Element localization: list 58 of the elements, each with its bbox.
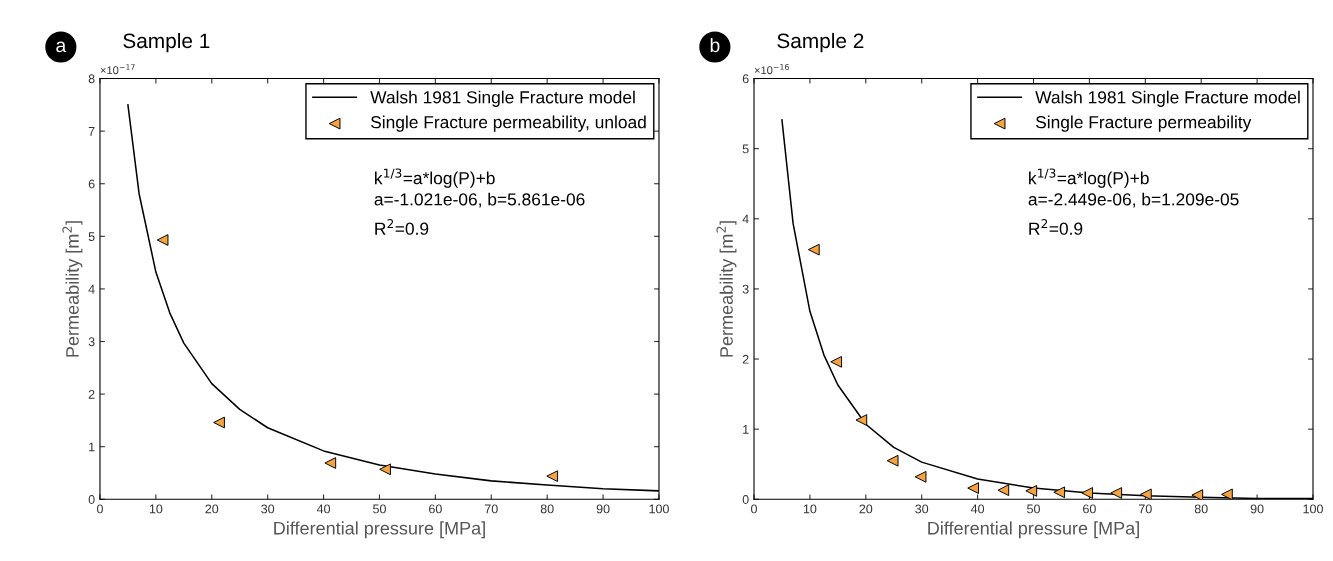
- text: b: [710, 37, 720, 53]
- x-tick-label: 30: [261, 504, 275, 514]
- y-tick-label: 8: [88, 74, 95, 84]
- x-tick-label: 50: [373, 504, 386, 514]
- legend-label: Single Fracture permeability: [1035, 115, 1252, 132]
- x-tick-label: 30: [915, 504, 929, 514]
- x-axis-title: Differential pressure [MPa]: [274, 521, 485, 539]
- chart-title: Sample 2: [777, 32, 864, 53]
- chart-title: Sample 1: [123, 32, 210, 53]
- y-tick-label: 4: [742, 214, 749, 224]
- x-tick-label: 70: [484, 504, 498, 514]
- y-tick-label: 3: [742, 284, 749, 294]
- annotation: k$^{1/3}$=a*log(P)+b: [375, 168, 495, 188]
- x-tick-label: 50: [1027, 504, 1040, 514]
- y-axis-title: Permeability [m$^{2}$]: [62, 221, 83, 357]
- legend-label: Walsh 1981 Single Fracture model: [370, 90, 635, 107]
- y-tick-label: 2: [742, 354, 749, 364]
- y-tick-label: 6: [88, 179, 95, 189]
- y-tick-label: 0: [742, 495, 749, 504]
- x-tick-label: 20: [859, 504, 873, 514]
- x-tick-label: 0: [96, 504, 103, 514]
- x-tick-label: 40: [970, 504, 985, 514]
- text: ×10$^{−16}$: [754, 64, 789, 75]
- y-axis-title: Permeability [m$^{2}$]: [716, 221, 737, 357]
- x-tick-label: 60: [429, 504, 442, 514]
- x-tick-label: 80: [540, 504, 554, 514]
- y-tick-label: 6: [742, 74, 749, 84]
- legend-label: Walsh 1981 Single Fracture model: [1035, 90, 1300, 107]
- y-tick-label: 0: [88, 495, 95, 504]
- x-tick-label: 100: [1303, 504, 1323, 514]
- x-tick-label: 100: [649, 504, 669, 514]
- x-tick-label: 60: [1083, 504, 1096, 514]
- x-tick-label: 90: [596, 504, 610, 514]
- y-tick-label: 3: [88, 337, 95, 347]
- x-tick-label: 90: [1250, 504, 1264, 514]
- x-tick-label: 0: [751, 504, 757, 514]
- y-tick-label: 4: [88, 284, 95, 294]
- annotation: k$^{1/3}$=a*log(P)+b: [1029, 168, 1149, 188]
- y-tick-label: 7: [88, 127, 95, 136]
- y-tick-label: 1: [89, 442, 95, 452]
- annotation: R$^{2}$=0.9: [1029, 219, 1083, 235]
- y-tick-label: 5: [742, 144, 749, 154]
- text: ×10$^{−17}$: [100, 64, 135, 75]
- x-tick-label: 70: [1138, 504, 1152, 514]
- annotation: a=-2.449e-06, b=1.209e-05: [1028, 192, 1239, 208]
- x-axis-title: Differential pressure [MPa]: [928, 521, 1139, 539]
- annotation: R$^{2}$=0.9: [375, 219, 429, 235]
- x-tick-label: 40: [316, 504, 331, 514]
- y-tick-label: 2: [88, 389, 95, 399]
- x-tick-label: 80: [1194, 504, 1208, 514]
- x-tick-label: 10: [803, 504, 817, 514]
- legend-label: Single Fracture permeability, unload: [370, 115, 646, 132]
- y-tick-label: 1: [743, 425, 749, 434]
- text: a: [56, 41, 67, 53]
- x-tick-label: 10: [149, 504, 163, 514]
- y-tick-label: 5: [88, 232, 95, 241]
- annotation: a=-1.021e-06, b=5.861e-06: [374, 192, 585, 208]
- x-tick-label: 20: [205, 504, 219, 514]
